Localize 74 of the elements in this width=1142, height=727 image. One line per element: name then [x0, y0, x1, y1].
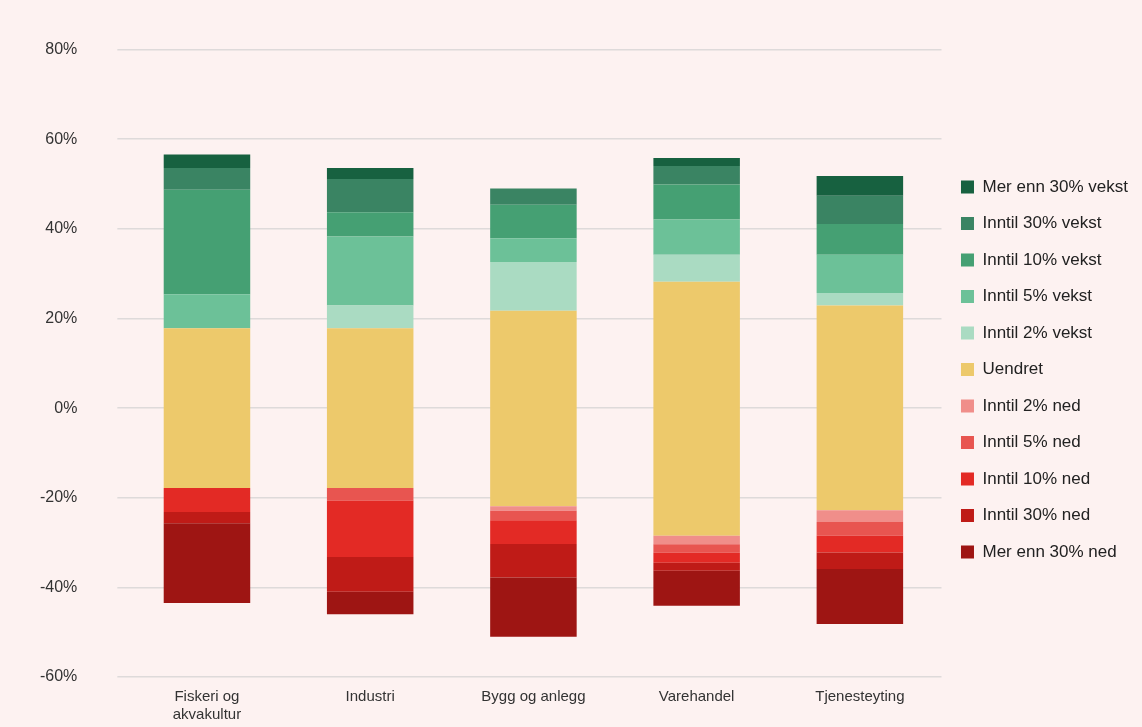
bar: [163, 154, 251, 168]
bar: [163, 512, 251, 524]
bar: [326, 305, 414, 329]
y-tick-label: -20%: [39, 488, 78, 506]
bar: [816, 175, 904, 196]
bar: [490, 520, 577, 544]
legend-label: Inntil 30% vekst: [982, 213, 1102, 233]
x-tick-label: Industri: [345, 687, 395, 705]
bar: [326, 500, 414, 557]
bar: [816, 254, 904, 293]
bar: [490, 238, 577, 263]
bar: [816, 223, 904, 255]
bar: [326, 487, 414, 501]
legend-label: Inntil 5% vekst: [982, 286, 1093, 306]
bar: [326, 179, 414, 213]
bar: [163, 328, 251, 488]
x-tick-label: Bygg og anlegg: [481, 687, 586, 705]
bar: [490, 506, 577, 511]
bar: [653, 166, 740, 185]
legend-label: Mer enn 30% ned: [982, 541, 1117, 561]
x-tick-label: Tjenesteyting: [815, 687, 905, 705]
bar: [163, 523, 251, 604]
bar: [163, 294, 251, 329]
bar: [653, 535, 740, 545]
x-tick-label: Varehandel: [658, 687, 735, 705]
y-tick-label: 40%: [45, 219, 78, 237]
bar: [490, 543, 577, 578]
bar: [816, 510, 904, 522]
legend-label: Uendret: [982, 359, 1044, 379]
bar: [326, 167, 414, 180]
bar: [653, 562, 740, 571]
bar: [326, 591, 414, 615]
y-tick-label: -60%: [39, 667, 78, 685]
bar: [653, 544, 740, 553]
legend-label: Inntil 10% vekst: [982, 249, 1102, 269]
x-tick-label: Fiskeri og akvakultur: [172, 687, 242, 723]
bar: [490, 204, 577, 239]
bar: [816, 569, 904, 625]
y-tick-label: 0%: [54, 398, 78, 416]
bar: [163, 487, 251, 513]
bar: [816, 552, 904, 569]
bar: [816, 195, 904, 224]
y-tick-label: -40%: [39, 577, 78, 595]
bar: [490, 310, 577, 507]
legend-label: Inntil 30% ned: [982, 505, 1091, 525]
legend-label: Inntil 5% ned: [982, 432, 1081, 452]
bar: [653, 281, 740, 536]
bar: [490, 577, 577, 637]
bar: [326, 212, 414, 237]
bar: [326, 236, 414, 306]
legend-label: Inntil 10% ned: [982, 468, 1091, 488]
legend-label: Inntil 2% vekst: [982, 322, 1093, 342]
legend-label: Mer enn 30% vekst: [982, 176, 1129, 196]
bar: [653, 570, 740, 606]
bar: [816, 292, 904, 306]
bar: [326, 556, 414, 592]
bar: [816, 521, 904, 536]
bar: [653, 184, 740, 220]
bar: [653, 219, 740, 255]
bar: [653, 158, 740, 167]
y-tick-label: 80%: [45, 40, 78, 58]
bar: [653, 254, 740, 282]
bar: [653, 552, 740, 563]
bar: [490, 188, 577, 205]
y-tick-label: 60%: [45, 129, 78, 147]
bar: [816, 305, 904, 511]
bar: [490, 262, 577, 311]
bar: [163, 167, 251, 190]
bar: [326, 328, 414, 488]
legend-label: Inntil 2% ned: [982, 395, 1081, 415]
bar: [816, 535, 904, 553]
y-tick-label: 20%: [45, 308, 78, 326]
bar: [163, 189, 251, 295]
bar: [490, 510, 577, 521]
